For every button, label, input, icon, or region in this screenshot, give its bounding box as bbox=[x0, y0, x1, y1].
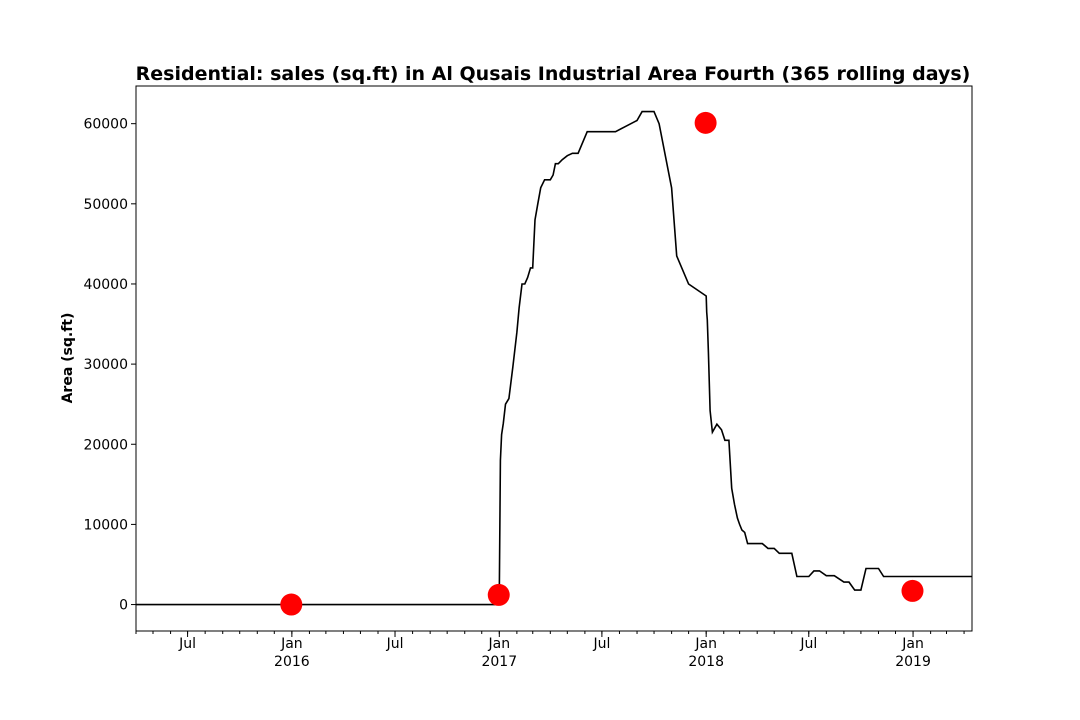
x-tick-label: Jul bbox=[592, 636, 610, 652]
x-tick-label: Jul bbox=[386, 636, 404, 652]
x-tick-label: Jan bbox=[488, 636, 511, 652]
y-tick-label: 20000 bbox=[83, 437, 128, 453]
x-tick-year-label: 2016 bbox=[274, 654, 310, 670]
y-tick-label: 10000 bbox=[83, 517, 128, 533]
data-marker bbox=[694, 111, 717, 134]
x-tick-year-label: 2018 bbox=[688, 654, 724, 670]
y-tick-label: 60000 bbox=[83, 117, 128, 133]
data-marker bbox=[487, 583, 510, 606]
y-tick-label: 40000 bbox=[83, 277, 128, 293]
chart-title: Residential: sales (sq.ft) in Al Qusais … bbox=[136, 63, 971, 85]
series-line bbox=[136, 110, 972, 606]
x-tick-label: Jan bbox=[280, 636, 303, 652]
x-tick-label: Jan bbox=[901, 636, 924, 652]
x-tick-year-label: 2017 bbox=[481, 654, 517, 670]
data-marker bbox=[901, 579, 924, 602]
y-tick-label: 30000 bbox=[83, 357, 128, 373]
plot-area: 0 10000 20000 30000 40000 50000 60000 Jul Jan 201… bbox=[83, 85, 973, 670]
data-marker bbox=[280, 593, 303, 616]
x-tick-label: Jul bbox=[799, 636, 817, 652]
x-tick-label: Jul bbox=[178, 636, 196, 652]
x-tick-year-label: 2019 bbox=[895, 654, 931, 670]
axes-frame bbox=[135, 85, 973, 632]
x-tick-label: Jan bbox=[694, 636, 717, 652]
y-tick-label: 50000 bbox=[83, 197, 128, 213]
y-axis-label: Area (sq.ft) bbox=[60, 313, 76, 404]
y-tick-label: 0 bbox=[119, 598, 128, 614]
